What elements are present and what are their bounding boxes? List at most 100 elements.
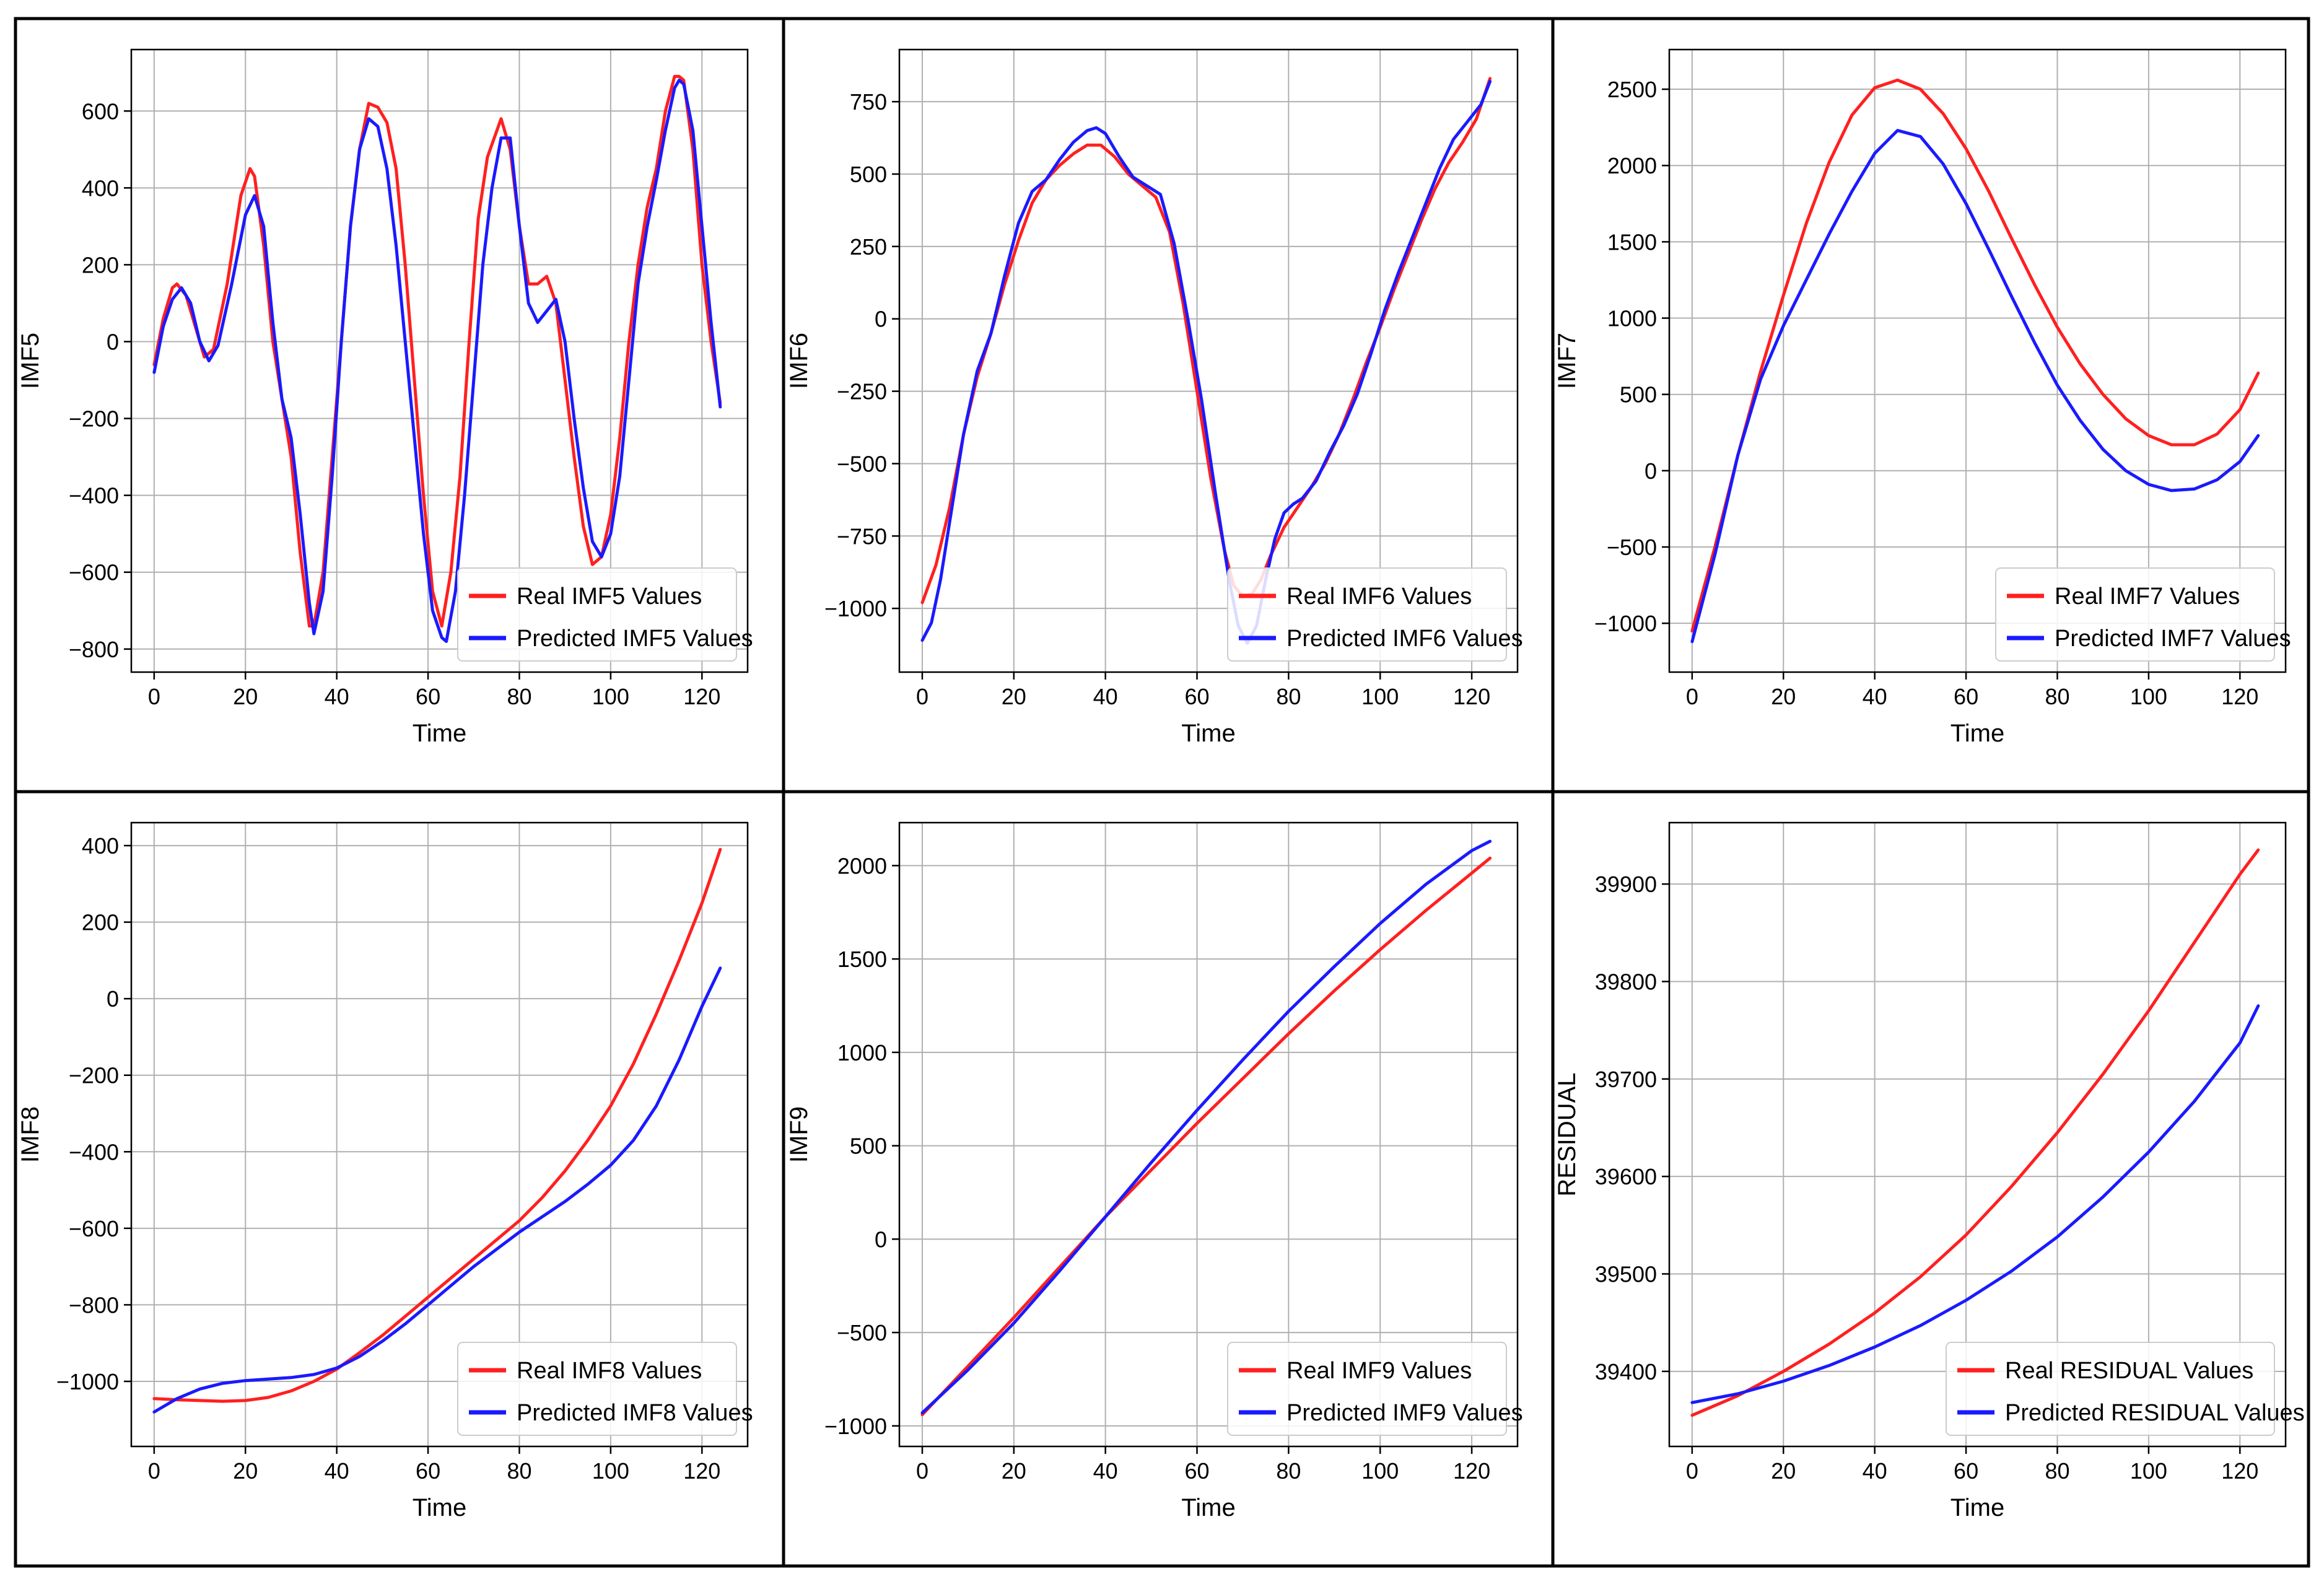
- y-tick-label: 200: [82, 252, 119, 278]
- legend-frame: [1946, 1342, 2275, 1436]
- y-tick-label: 600: [82, 98, 119, 124]
- y-tick-label: 39500: [1595, 1262, 1657, 1287]
- x-tick-label: 0: [1686, 684, 1698, 709]
- x-tick-label: 0: [148, 684, 160, 709]
- legend-entry-label: Real IMF7 Values: [2055, 584, 2240, 610]
- y-axis-label: IMF9: [785, 1106, 813, 1163]
- legend-entry-label: Predicted IMF7 Values: [2055, 626, 2291, 652]
- x-axis-label: Time: [1181, 1494, 1235, 1521]
- x-tick-label: 20: [1002, 1458, 1026, 1484]
- legend: Real IMF9 Values Predicted IMF9 Values: [1227, 1342, 1523, 1436]
- y-tick-label: 250: [850, 234, 887, 260]
- x-tick-label: 80: [2045, 684, 2069, 709]
- plot-area-frame: [130, 821, 749, 1448]
- y-axis-label: RESIDUAL: [1553, 1072, 1581, 1196]
- panel-border-6: [1551, 790, 2310, 1568]
- x-tick-label: 0: [916, 1458, 928, 1484]
- y-tick-label: 39400: [1595, 1359, 1657, 1384]
- legend-frame: [1227, 567, 1507, 662]
- chart-panel-4: 0 20 40 60 80 100 120 −1000 −800 −600 −400 −200 0 200…: [17, 821, 753, 1521]
- y-tick-label: −800: [69, 1292, 119, 1318]
- chart-panel-1: 0 20 40 60 80 100 120 −800 −600 −400 −200 0 200 400 60…: [17, 48, 753, 747]
- legend-entry-label: Predicted IMF9 Values: [1286, 1400, 1523, 1426]
- y-tick-label: −1000: [824, 1414, 887, 1439]
- y-tick-label: 39700: [1595, 1067, 1657, 1092]
- plot-area-frame: [1668, 821, 2287, 1448]
- series-line-real: [1690, 848, 2260, 1417]
- legend-entry-label: Real IMF6 Values: [1286, 584, 1472, 610]
- y-tick-label: 200: [82, 910, 119, 935]
- y-axis-label: IMF7: [1553, 333, 1581, 389]
- y-tick-label: 2500: [1607, 77, 1657, 102]
- y-tick-label: 0: [875, 1227, 887, 1252]
- series-line-predicted: [1690, 129, 2260, 644]
- x-tick-label: 120: [683, 1458, 720, 1484]
- series-line-real: [1690, 78, 2260, 632]
- y-tick-label: −250: [837, 379, 887, 405]
- y-tick-label: −500: [837, 451, 887, 476]
- y-tick-label: −500: [1607, 535, 1657, 560]
- x-tick-label: 120: [2221, 1458, 2258, 1484]
- legend: Real IMF8 Values Predicted IMF8 Values: [457, 1342, 753, 1436]
- x-tick-label: 100: [1361, 684, 1399, 709]
- chart-panel-3: 0 20 40 60 80 100 120 −1000 −500 0 500 1000 1500 2000…: [1553, 48, 2291, 747]
- x-tick-label: 60: [1954, 1458, 1978, 1484]
- y-tick-label: 0: [107, 329, 119, 354]
- legend-frame: [1995, 567, 2275, 662]
- legend-entry-label: Predicted IMF8 Values: [517, 1400, 753, 1426]
- x-tick-label: 40: [325, 1458, 349, 1484]
- series-line-real: [920, 856, 1492, 1417]
- y-tick-label: 39800: [1595, 969, 1657, 994]
- x-tick-label: 20: [233, 684, 258, 709]
- x-tick-label: 60: [1184, 1458, 1209, 1484]
- x-tick-label: 80: [507, 684, 531, 709]
- y-tick-label: 0: [1645, 458, 1657, 484]
- series-line-predicted: [152, 79, 722, 643]
- y-tick-label: 0: [875, 307, 887, 332]
- y-tick-label: 1500: [1607, 229, 1657, 255]
- x-tick-label: 120: [1453, 1458, 1490, 1484]
- y-tick-label: −1000: [56, 1369, 119, 1394]
- y-tick-label: −200: [69, 1063, 119, 1088]
- x-tick-label: 100: [2130, 684, 2167, 709]
- x-tick-label: 80: [2045, 1458, 2069, 1484]
- x-tick-label: 40: [1093, 1458, 1118, 1484]
- x-tick-label: 20: [1771, 1458, 1796, 1484]
- y-tick-label: 0: [107, 986, 119, 1012]
- x-tick-label: 40: [325, 684, 349, 709]
- legend-frame: [1227, 1342, 1507, 1436]
- legend-entry-label: Predicted IMF6 Values: [1286, 626, 1523, 652]
- legend-frame: [457, 567, 737, 662]
- chart-panel-2: 0 20 40 60 80 100 120 −1000 −750 −500 −250 0 250 500 7…: [785, 48, 1523, 747]
- y-tick-label: −800: [69, 637, 119, 662]
- y-tick-label: 1000: [837, 1040, 887, 1065]
- x-tick-label: 80: [1276, 684, 1301, 709]
- x-tick-label: 0: [148, 1458, 160, 1484]
- x-tick-label: 60: [416, 684, 440, 709]
- legend-entry-label: Predicted RESIDUAL Values: [2005, 1400, 2305, 1426]
- y-tick-label: 400: [82, 175, 119, 201]
- y-tick-label: 750: [850, 89, 887, 115]
- y-tick-label: −400: [69, 1139, 119, 1165]
- y-tick-label: 500: [850, 162, 887, 187]
- y-tick-label: −500: [837, 1320, 887, 1345]
- x-tick-label: 40: [1863, 684, 1887, 709]
- legend-entry-label: Real IMF8 Values: [517, 1358, 702, 1384]
- x-axis-label: Time: [413, 1494, 466, 1521]
- x-tick-label: 60: [416, 1458, 440, 1484]
- y-tick-label: −600: [69, 560, 119, 585]
- legend-entry-label: Real IMF9 Values: [1286, 1358, 1472, 1384]
- plot-area-frame: [130, 48, 749, 673]
- legend: Real RESIDUAL Values Predicted RESIDUAL V…: [1946, 1342, 2305, 1436]
- legend-entry-label: Real IMF5 Values: [517, 584, 702, 610]
- x-tick-label: 100: [592, 1458, 629, 1484]
- y-tick-label: 500: [1620, 382, 1657, 408]
- y-tick-label: 39900: [1595, 872, 1657, 897]
- y-tick-label: −400: [69, 483, 119, 509]
- x-tick-label: 100: [2130, 1458, 2167, 1484]
- x-tick-label: 60: [1184, 684, 1209, 709]
- y-tick-label: −1000: [824, 596, 887, 621]
- series-line-predicted: [1690, 1004, 2260, 1404]
- x-tick-label: 80: [507, 1458, 531, 1484]
